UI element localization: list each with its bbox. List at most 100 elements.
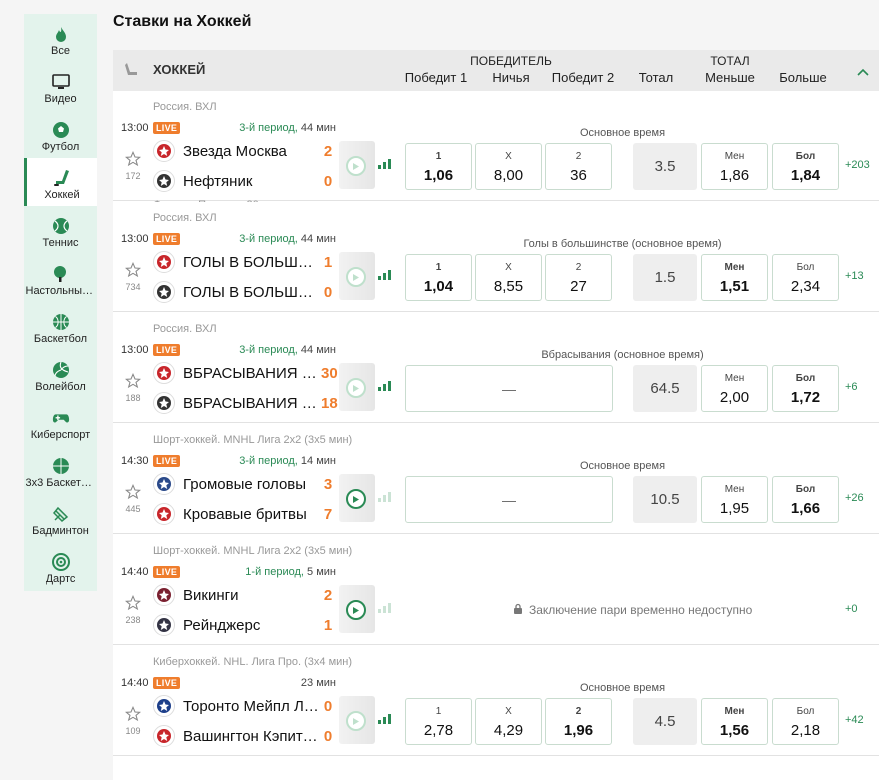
- sport-sidebar: Все Видео Футбол Хоккей Теннис Настольный тен…: [24, 14, 97, 591]
- sidebar-item-label: Баскетбол: [33, 333, 88, 345]
- sidebar-item-gamepad[interactable]: Киберспорт: [24, 398, 97, 446]
- sidebar-item-fire[interactable]: Все: [24, 14, 97, 62]
- team-away[interactable]: ГОЛЫ В БОЛЬШИНСТВЕ Нефтяник: [153, 280, 319, 304]
- event-league[interactable]: Россия. ВХЛ: [153, 323, 217, 335]
- odds-button-draw[interactable]: X 8,00: [475, 143, 542, 190]
- sidebar-item-tennis-ball[interactable]: Теннис: [24, 206, 97, 254]
- total-line: 4.5: [633, 698, 697, 745]
- odds-button-under[interactable]: Мен 1,86: [701, 143, 768, 190]
- event-row[interactable]: Киберхоккей. NHL. Лига Про. (3x4 мин) 14:…: [113, 646, 879, 756]
- more-markets-link[interactable]: +203: [845, 159, 870, 171]
- odds-button-over[interactable]: Бол 2,34: [772, 254, 839, 301]
- favorite-star-icon[interactable]: [124, 150, 142, 172]
- sidebar-item-dart-target[interactable]: Дартс: [24, 542, 97, 590]
- event-row[interactable]: Россия. ВХЛ 13:00 LIVE 3-й период, 44 мин 18…: [113, 313, 879, 423]
- event-league[interactable]: Россия. ВХЛ: [153, 101, 217, 113]
- team-home[interactable]: ГОЛЫ В БОЛЬШИНСТВЕ Звезда: [153, 250, 319, 274]
- stats-bars-icon[interactable]: [378, 270, 391, 280]
- odds-button-under[interactable]: Мен 2,00: [701, 365, 768, 412]
- volleyball-icon: [52, 361, 70, 379]
- team-home[interactable]: ВБРАСЫВАНИЯ Звезда: [153, 361, 319, 385]
- odds-button-win2[interactable]: 2 1,96: [545, 698, 612, 745]
- favorite-star-icon[interactable]: [124, 594, 142, 616]
- stats-bars-icon[interactable]: [378, 381, 391, 391]
- odds-button-over[interactable]: Бол 1,72: [772, 365, 839, 412]
- sidebar-item-basketball[interactable]: Баскетбол: [24, 302, 97, 350]
- header-draw: Ничья: [492, 70, 530, 85]
- event-period: 3-й период, 14 мин: [239, 455, 336, 467]
- odds-button-draw[interactable]: X 8,55: [475, 254, 542, 301]
- team-away[interactable]: Рейнджерс: [153, 613, 319, 637]
- team-away[interactable]: Кровавые бритвы: [153, 502, 319, 526]
- team-name: Торонто Мейпл Лифс: [183, 697, 319, 715]
- bets-count: 445: [125, 504, 141, 514]
- live-badge: LIVE: [153, 677, 181, 689]
- play-video-icon[interactable]: [346, 378, 366, 398]
- event-row[interactable]: Шорт-хоккей. MNHL Лига 2x2 (3x5 мин) 14:4…: [113, 535, 879, 645]
- sidebar-item-hockey-stick[interactable]: Хоккей: [24, 158, 97, 206]
- sidebar-item-label: Дартс: [45, 573, 76, 585]
- sidebar-item-table-tennis[interactable]: Настольный теннис: [24, 254, 97, 302]
- event-time: 13:00: [121, 122, 149, 134]
- more-markets-link[interactable]: +0: [845, 603, 858, 615]
- odds-button-over[interactable]: Бол 2,18: [772, 698, 839, 745]
- team-home[interactable]: Звезда Москва: [153, 139, 319, 163]
- more-markets-link[interactable]: +6: [845, 381, 858, 393]
- team-logo-icon: [153, 251, 175, 273]
- bets-count: 188: [125, 393, 141, 403]
- stats-bars-icon[interactable]: [378, 159, 391, 169]
- favorite-star-icon[interactable]: [124, 483, 142, 505]
- play-video-icon[interactable]: [346, 156, 366, 176]
- sidebar-item-monitor[interactable]: Видео: [24, 62, 97, 110]
- favorite-star-icon[interactable]: [124, 705, 142, 727]
- dart-target-icon: [51, 553, 70, 571]
- team-away[interactable]: Нефтяник: [153, 169, 319, 193]
- team-away[interactable]: ВБРАСЫВАНИЯ Нефтяник: [153, 391, 319, 415]
- play-video-icon[interactable]: [346, 267, 366, 287]
- more-markets-link[interactable]: +26: [845, 492, 864, 504]
- play-video-icon[interactable]: [346, 489, 366, 509]
- odds-button-win1[interactable]: 1 1,06: [405, 143, 472, 190]
- odds-button-over[interactable]: Бол 1,84: [772, 143, 839, 190]
- odds-button-under[interactable]: Мен 1,56: [701, 698, 768, 745]
- header-win1: Победит 1: [404, 70, 468, 85]
- odds-button-win2[interactable]: 2 27: [545, 254, 612, 301]
- score-away: 0: [323, 728, 333, 745]
- team-home[interactable]: Торонто Мейпл Лифс: [153, 694, 319, 718]
- event-league[interactable]: Шорт-хоккей. MNHL Лига 2x2 (3x5 мин): [153, 434, 353, 446]
- stats-bars-icon[interactable]: [378, 714, 391, 724]
- odds-button-win2[interactable]: 2 36: [545, 143, 612, 190]
- event-league[interactable]: Россия. ВХЛ: [153, 212, 217, 224]
- odds-button-over[interactable]: Бол 1,66: [772, 476, 839, 523]
- sidebar-item-shuttlecock[interactable]: Бадминтон: [24, 494, 97, 542]
- team-logo-icon: [153, 140, 175, 162]
- team-away[interactable]: Вашингтон Кэпиталз: [153, 724, 319, 748]
- event-row[interactable]: Шорт-хоккей. MNHL Лига 2x2 (3x5 мин) 14:3…: [113, 424, 879, 534]
- sidebar-item-soccer-ball[interactable]: Футбол: [24, 110, 97, 158]
- event-row[interactable]: Россия. ВХЛ 13:00 LIVE 3-й период, 44 мин 17…: [113, 91, 879, 211]
- odds-button-under[interactable]: Мен 1,51: [701, 254, 768, 301]
- more-markets-link[interactable]: +13: [845, 270, 864, 282]
- odds-button-win1[interactable]: 1 1,04: [405, 254, 472, 301]
- odds-button-win1[interactable]: 1 2,78: [405, 698, 472, 745]
- event-league[interactable]: Шорт-хоккей. MNHL Лига 2x2 (3x5 мин): [153, 545, 353, 557]
- more-markets-link[interactable]: +42: [845, 714, 864, 726]
- play-video-icon[interactable]: [346, 600, 366, 620]
- favorite-star-icon[interactable]: [124, 372, 142, 394]
- favorite-star-icon[interactable]: [124, 261, 142, 283]
- odds-button-draw[interactable]: X 4,29: [475, 698, 542, 745]
- odds-button-under[interactable]: Мен 1,95: [701, 476, 768, 523]
- stats-bars-icon[interactable]: [378, 492, 391, 502]
- team-logo-icon: [153, 473, 175, 495]
- bets-count: 109: [125, 726, 141, 736]
- event-league[interactable]: Киберхоккей. NHL. Лига Про. (3x4 мин): [153, 656, 353, 668]
- team-home[interactable]: Громовые головы: [153, 472, 319, 496]
- team-home[interactable]: Викинги: [153, 583, 319, 607]
- sidebar-item-volleyball[interactable]: Волейбол: [24, 350, 97, 398]
- stats-bars-icon[interactable]: [378, 603, 391, 613]
- event-row[interactable]: Россия. ВХЛ 13:00 LIVE 3-й период, 44 мин 73…: [113, 202, 879, 312]
- sidebar-item-basketball-3x3[interactable]: 3x3 Баскетбол: [24, 446, 97, 494]
- live-badge: LIVE: [153, 455, 181, 467]
- play-video-icon[interactable]: [346, 711, 366, 731]
- chevron-up-icon[interactable]: [857, 64, 869, 79]
